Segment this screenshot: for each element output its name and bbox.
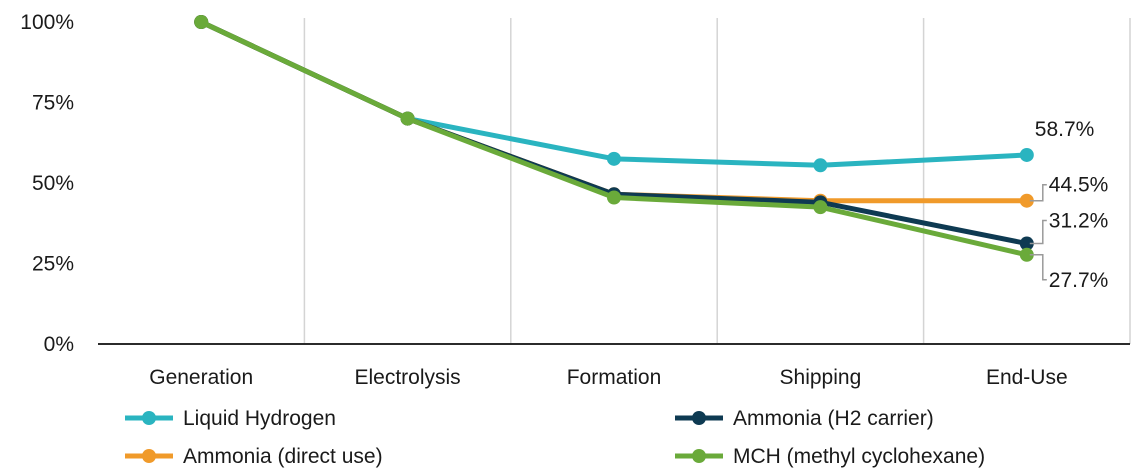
data-labels: 58.7% 44.5% 31.2% 27.7% xyxy=(1029,118,1109,292)
axes: 0% 25% 50% 75% 100% Generation Electrolysis For… xyxy=(20,11,1130,389)
data-label: 31.2% xyxy=(1049,210,1109,233)
data-point xyxy=(813,158,828,173)
data-label: 58.7% xyxy=(1035,118,1095,141)
data-point xyxy=(1019,147,1034,162)
data-point xyxy=(813,200,828,215)
grid xyxy=(303,18,1131,344)
data-label: 44.5% xyxy=(1049,174,1109,197)
data-point xyxy=(607,151,621,166)
data-label: 27.7% xyxy=(1049,269,1109,292)
label-leader-line xyxy=(1029,254,1047,281)
data-point xyxy=(1019,193,1034,208)
y-tick-label: 100% xyxy=(20,11,74,34)
legend-label: Ammonia (H2 carrier) xyxy=(733,407,934,430)
series-lines xyxy=(194,15,1034,262)
x-tick-label: Generation xyxy=(149,366,253,389)
legend-swatch-marker xyxy=(692,411,706,425)
label-leader-line xyxy=(1029,183,1047,202)
x-tick-label: Formation xyxy=(567,366,662,389)
y-tick-label: 75% xyxy=(32,92,74,115)
x-tick-label: End-Use xyxy=(986,366,1068,389)
legend-label: MCH (methyl cyclohexane) xyxy=(733,445,985,468)
legend-swatch-marker xyxy=(692,449,706,463)
legend-swatch-marker xyxy=(142,449,156,463)
y-tick-label: 0% xyxy=(44,333,74,356)
data-point xyxy=(400,111,415,126)
legend-swatch-marker xyxy=(142,411,156,425)
legend-label: Liquid Hydrogen xyxy=(183,407,336,430)
series-line xyxy=(198,19,1030,204)
y-tick-label: 25% xyxy=(32,253,74,276)
legend: Liquid Hydrogen Ammonia (H2 carrier) Ammon… xyxy=(125,407,985,468)
x-tick-label: Shipping xyxy=(780,366,862,389)
y-tick-label: 50% xyxy=(32,172,74,195)
x-tick-label: Electrolysis xyxy=(354,366,460,389)
data-point xyxy=(1019,236,1034,251)
legend-label: Ammonia (direct use) xyxy=(183,445,383,468)
data-point xyxy=(607,190,621,205)
series-line xyxy=(198,19,1030,168)
data-point xyxy=(194,15,209,29)
series-line xyxy=(198,19,1030,247)
data-point xyxy=(1019,247,1034,262)
label-leader-line xyxy=(1029,219,1047,245)
